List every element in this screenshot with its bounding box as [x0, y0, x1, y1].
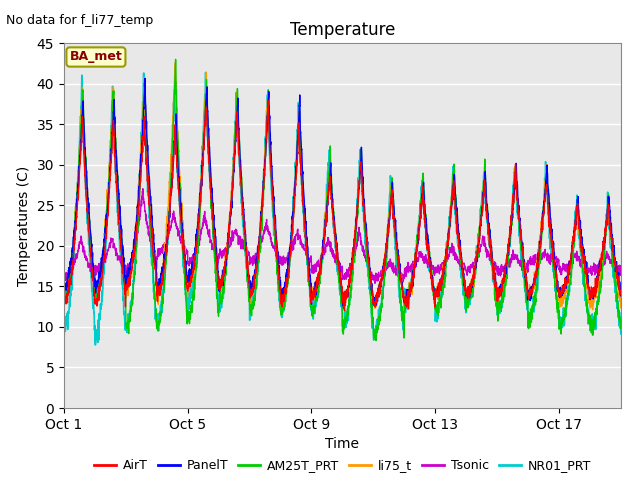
- X-axis label: Time: Time: [325, 437, 360, 451]
- Text: No data for f_li77_temp: No data for f_li77_temp: [6, 14, 154, 27]
- Legend: AirT, PanelT, AM25T_PRT, li75_t, Tsonic, NR01_PRT: AirT, PanelT, AM25T_PRT, li75_t, Tsonic,…: [89, 455, 596, 478]
- Text: BA_met: BA_met: [70, 50, 122, 63]
- Y-axis label: Temperatures (C): Temperatures (C): [17, 166, 31, 286]
- Title: Temperature: Temperature: [290, 21, 395, 39]
